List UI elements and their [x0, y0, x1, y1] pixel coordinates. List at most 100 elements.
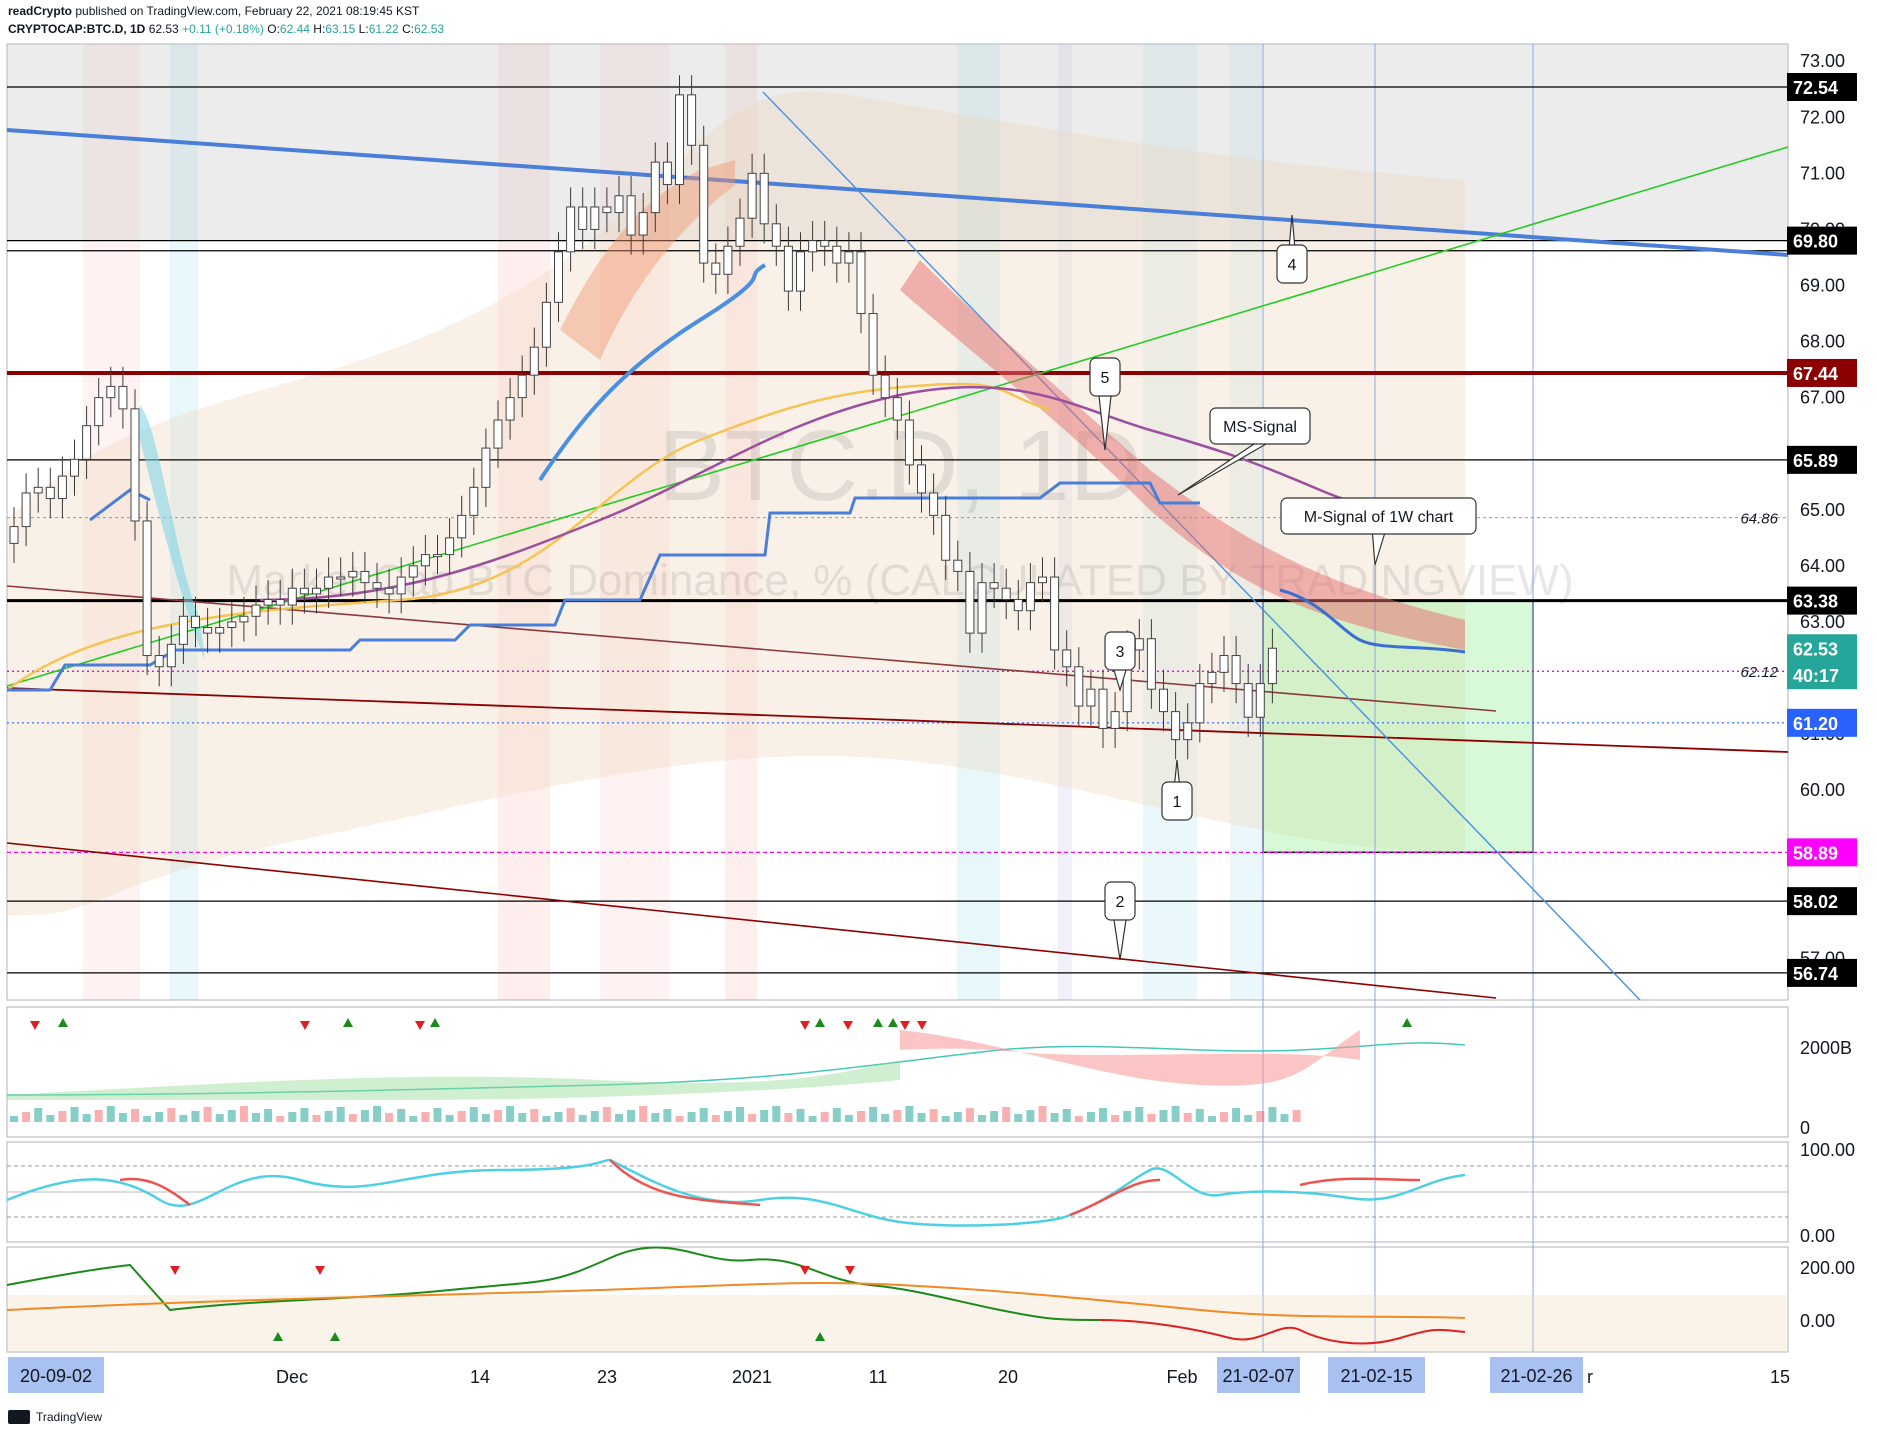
candle-body[interactable]: [796, 251, 805, 292]
candle-body[interactable]: [868, 313, 878, 376]
candle-body[interactable]: [735, 217, 745, 247]
candle-body[interactable]: [154, 655, 164, 668]
price-tag[interactable]: 61.20: [1793, 714, 1838, 734]
candle-body[interactable]: [481, 447, 491, 488]
candle-body[interactable]: [215, 627, 225, 634]
candle-body[interactable]: [783, 245, 793, 292]
candle-body[interactable]: [505, 397, 515, 421]
candle-body[interactable]: [929, 492, 939, 516]
candle-body[interactable]: [1074, 666, 1084, 707]
candle-body[interactable]: [457, 514, 467, 539]
candle-body[interactable]: [372, 582, 382, 589]
candle-body[interactable]: [699, 144, 709, 264]
candle-body[interactable]: [57, 475, 67, 500]
callout-5-box[interactable]: [1089, 357, 1121, 397]
candle-body[interactable]: [130, 408, 140, 522]
descending-trendline[interactable]: [6, 128, 1789, 257]
candle-body[interactable]: [1183, 722, 1193, 741]
price-tag[interactable]: 58.89: [1793, 843, 1838, 863]
candle-body[interactable]: [1267, 647, 1277, 685]
callout-3-box[interactable]: [1104, 631, 1136, 671]
candle-body[interactable]: [687, 94, 697, 146]
callout-4-box[interactable]: [1276, 244, 1308, 284]
price-tag[interactable]: 40:17: [1793, 666, 1839, 686]
date-tag[interactable]: 21-02-15: [1340, 1366, 1412, 1386]
candle-body[interactable]: [941, 514, 951, 561]
candle-body[interactable]: [880, 374, 890, 399]
candle-body[interactable]: [892, 397, 902, 421]
candle-body[interactable]: [759, 172, 769, 225]
candle-body[interactable]: [203, 627, 213, 634]
price-tag[interactable]: 58.02: [1793, 892, 1838, 912]
candle-body[interactable]: [1207, 671, 1217, 685]
candle-body[interactable]: [1086, 688, 1096, 707]
candle-body[interactable]: [1255, 683, 1265, 718]
candle-body[interactable]: [1062, 649, 1072, 668]
candle-body[interactable]: [1110, 711, 1120, 729]
candle-body[interactable]: [275, 598, 285, 606]
candle-body[interactable]: [904, 419, 914, 466]
candle-body[interactable]: [517, 374, 527, 399]
candle-body[interactable]: [324, 576, 334, 589]
candle-body[interactable]: [299, 587, 309, 595]
candle-body[interactable]: [638, 212, 648, 236]
candle-body[interactable]: [1159, 688, 1168, 713]
candle-body[interactable]: [33, 486, 43, 494]
candle-body[interactable]: [118, 385, 128, 410]
candle-body[interactable]: [554, 251, 563, 303]
candle-body[interactable]: [1025, 582, 1035, 612]
candle-body[interactable]: [1243, 683, 1253, 718]
candle-body[interactable]: [287, 587, 297, 606]
candle-body[interactable]: [239, 615, 249, 623]
candle-body[interactable]: [602, 206, 612, 214]
candle-body[interactable]: [493, 419, 503, 449]
candle-body[interactable]: [1013, 598, 1023, 612]
candle-body[interactable]: [1001, 587, 1011, 600]
candle-body[interactable]: [445, 537, 455, 556]
candle-body[interactable]: [747, 172, 757, 219]
date-tag[interactable]: 20-09-02: [20, 1366, 92, 1386]
candle-body[interactable]: [9, 526, 19, 544]
candle-body[interactable]: [420, 554, 430, 567]
candle-body[interactable]: [1195, 683, 1205, 724]
candle-body[interactable]: [614, 195, 624, 214]
candle-body[interactable]: [965, 570, 975, 634]
price-tag[interactable]: 72.54: [1793, 78, 1838, 98]
candle-body[interactable]: [384, 587, 394, 595]
candle-body[interactable]: [977, 582, 987, 634]
candle-body[interactable]: [1098, 688, 1108, 729]
candle-body[interactable]: [1219, 655, 1229, 673]
candle-body[interactable]: [1231, 655, 1241, 685]
tradingview-logo[interactable]: TradingView: [8, 1410, 102, 1424]
price-tag[interactable]: 65.89: [1793, 451, 1838, 471]
candle-body[interactable]: [529, 346, 539, 376]
date-tag[interactable]: 21-02-26: [1500, 1366, 1572, 1386]
candle-body[interactable]: [723, 245, 733, 275]
candle-body[interactable]: [844, 251, 854, 264]
candle-body[interactable]: [1146, 638, 1156, 690]
candle-body[interactable]: [45, 486, 55, 500]
candle-body[interactable]: [541, 301, 551, 348]
author[interactable]: readCrypto: [8, 4, 73, 18]
candle-body[interactable]: [856, 251, 866, 315]
candle-body[interactable]: [348, 570, 358, 578]
candle-body[interactable]: [178, 615, 188, 645]
price-tag[interactable]: 62.53: [1793, 639, 1838, 659]
candle-body[interactable]: [1134, 638, 1144, 651]
candle-body[interactable]: [953, 559, 963, 572]
candle-body[interactable]: [263, 598, 273, 606]
candle-body[interactable]: [566, 206, 576, 253]
price-tag[interactable]: 63.38: [1793, 592, 1838, 612]
candle-body[interactable]: [1050, 576, 1060, 651]
candle-body[interactable]: [1038, 576, 1047, 584]
candle-body[interactable]: [106, 385, 116, 399]
symbol-name[interactable]: CRYPTOCAP:BTC.D, 1D: [8, 22, 146, 36]
candle-body[interactable]: [251, 604, 261, 617]
candle-body[interactable]: [166, 643, 176, 668]
callout-ms-signal-box[interactable]: [1209, 407, 1311, 445]
candle-body[interactable]: [662, 161, 672, 186]
candle-body[interactable]: [675, 94, 684, 186]
trendline-2[interactable]: [6, 842, 1497, 999]
candle-body[interactable]: [94, 397, 104, 427]
